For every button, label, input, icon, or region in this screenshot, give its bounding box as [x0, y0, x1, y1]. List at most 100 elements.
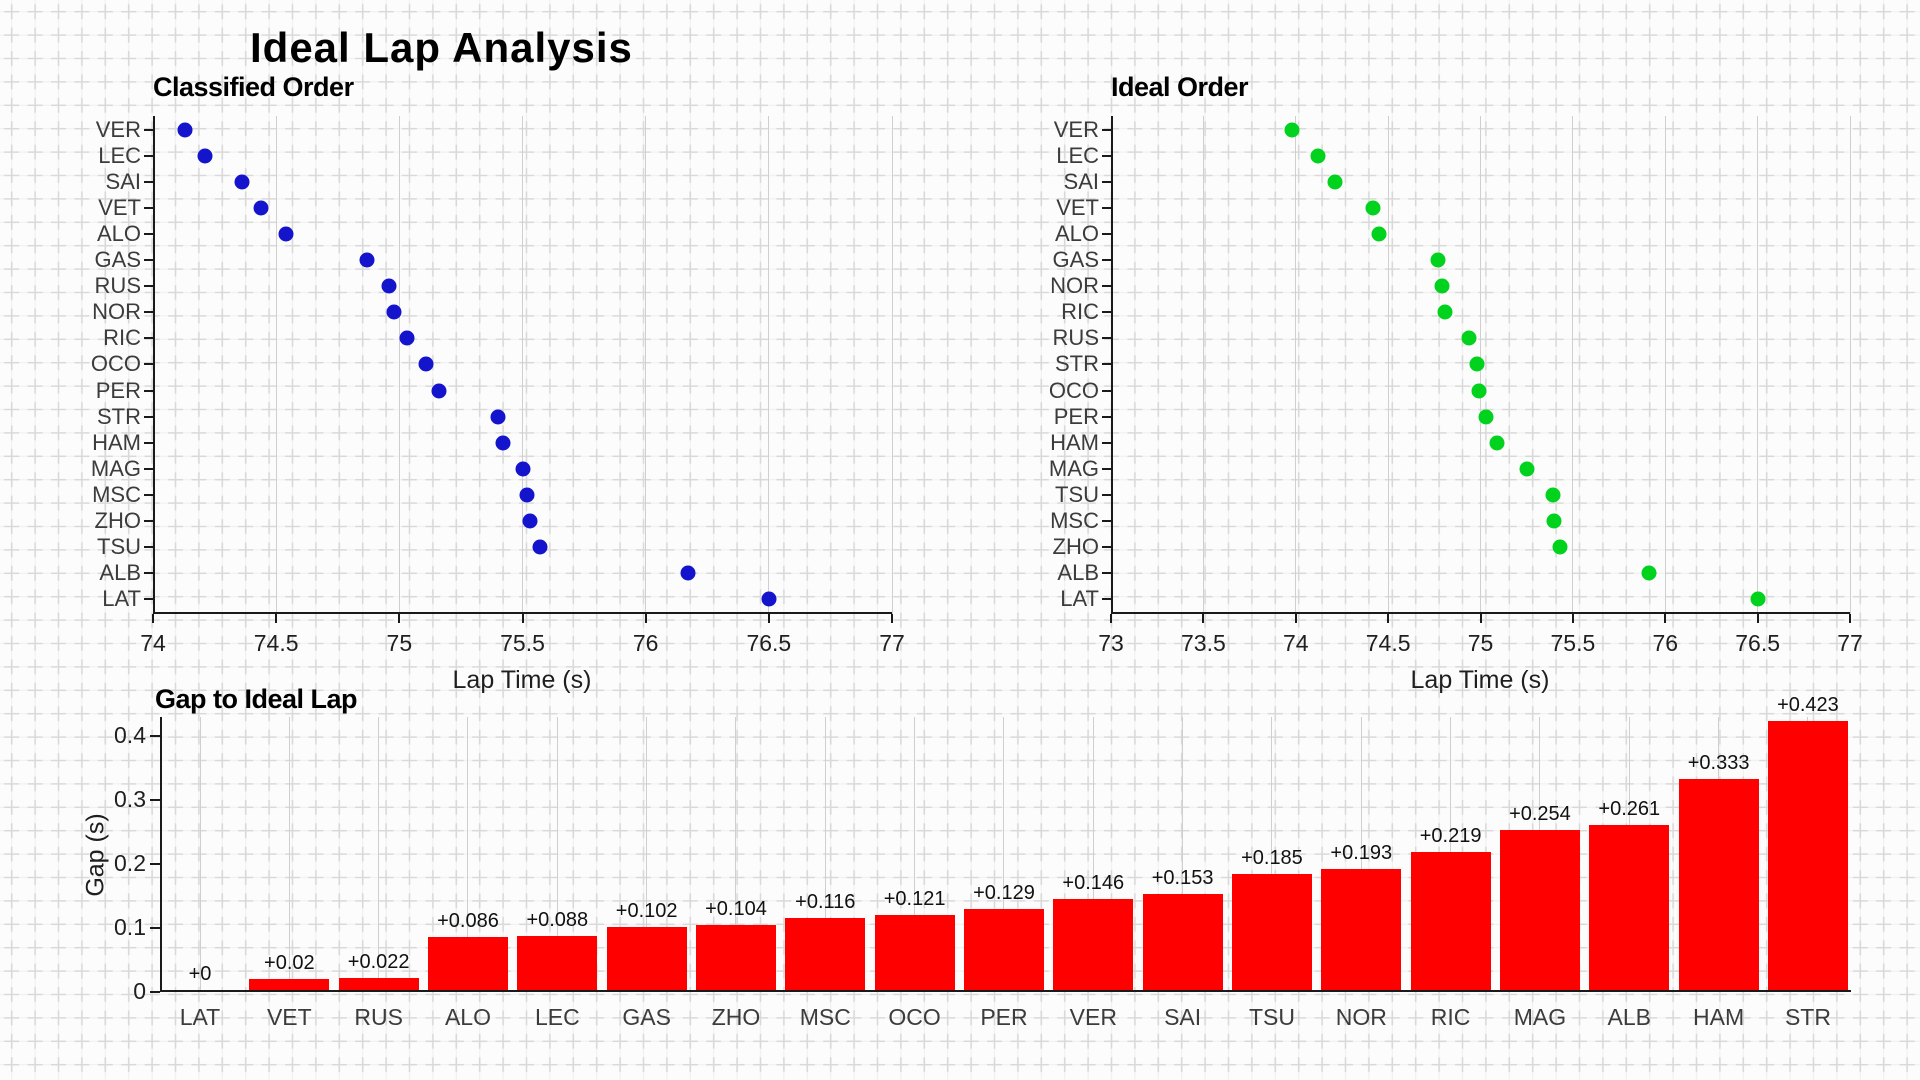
- ideal-marker-PER: [1478, 409, 1494, 425]
- classified-marker-LAT: [761, 591, 777, 607]
- gap-gridline: [288, 717, 290, 992]
- ideal-driver-label: OCO: [1048, 377, 1099, 403]
- gap-bar-value: +0.219: [1419, 825, 1482, 847]
- gap-bar-RIC: [1410, 852, 1491, 992]
- classified-marker-MAG: [515, 461, 530, 477]
- ideal-ytick-mark: [1102, 597, 1111, 600]
- ideal-xtick-mark: [1849, 614, 1851, 623]
- ideal-gridline: [1387, 116, 1389, 614]
- ideal-marker-ALO: [1371, 226, 1387, 242]
- ideal-xtick-mark: [1756, 614, 1759, 623]
- classified-marker-RIC: [399, 330, 415, 346]
- ideal-order-title: Ideal Order: [1111, 72, 1249, 102]
- gap-bar-driver-label: RIC: [1430, 1004, 1471, 1030]
- classified-marker-OCO: [418, 356, 434, 372]
- gap-bar-value: +0.104: [705, 898, 767, 920]
- classified-driver-label: TSU: [97, 533, 141, 559]
- gap-bar-driver-label: HAM: [1693, 1004, 1745, 1030]
- gap-bar-driver-label: STR: [1784, 1004, 1831, 1030]
- classified-xtick-mark: [644, 614, 647, 623]
- ideal-ytick-mark: [1102, 493, 1111, 496]
- gap-bar-RUS: [338, 978, 419, 992]
- classified-driver-label: OCO: [90, 351, 141, 377]
- classified-ytick-mark: [144, 285, 153, 288]
- ideal-driver-label: VET: [1056, 195, 1099, 221]
- gap-bar-value: +0.254: [1509, 803, 1571, 825]
- classified-gridline: [891, 116, 893, 614]
- ideal-xtick-label: 73.5: [1180, 630, 1226, 656]
- ideal-xtick-label: 74: [1282, 630, 1309, 656]
- gap-bar-value: +0.185: [1241, 847, 1303, 869]
- classified-marker-GAS: [359, 252, 375, 268]
- ideal-driver-label: NOR: [1050, 273, 1099, 299]
- classified-ytick-mark: [144, 467, 153, 470]
- classified-driver-label: LAT: [102, 585, 141, 611]
- ideal-marker-HAM: [1489, 435, 1505, 451]
- ideal-gridline: [1664, 116, 1666, 614]
- ideal-gridline: [1295, 116, 1297, 614]
- classified-driver-label: VET: [98, 195, 141, 221]
- ideal-marker-LEC: [1310, 148, 1326, 164]
- ideal-marker-TSU: [1545, 487, 1561, 503]
- ideal-ytick-mark: [1102, 207, 1111, 210]
- gap-bar-driver-label: TSU: [1248, 1004, 1295, 1030]
- ideal-ytick-mark: [1102, 129, 1111, 131]
- ideal-xtick-mark: [1110, 614, 1112, 623]
- gap-gridline: [1092, 717, 1094, 992]
- classified-marker-SAI: [234, 174, 250, 190]
- gap-bar-MAG: [1499, 830, 1580, 992]
- classified-marker-VET: [253, 200, 269, 216]
- classified-marker-VER: [177, 122, 193, 138]
- gap-bar-driver-label: NOR: [1335, 1004, 1387, 1030]
- gap-bar-driver-label: OCO: [888, 1004, 941, 1030]
- gap-bar-value: +0.129: [973, 882, 1035, 904]
- gap-gridline: [1271, 717, 1273, 992]
- ideal-ytick-mark: [1102, 233, 1111, 236]
- classified-driver-label: ALB: [99, 559, 141, 585]
- gap-bar-driver-label: ALO: [444, 1004, 491, 1030]
- ideal-marker-RUS: [1461, 330, 1477, 346]
- ideal-driver-label: ZHO: [1052, 533, 1099, 559]
- gap-bar-STR: [1767, 721, 1848, 992]
- classified-xtick-label: 75: [386, 630, 413, 656]
- gap-left-spine: [160, 717, 162, 992]
- ideal-xtick-label: 73: [1098, 630, 1124, 656]
- ideal-left-spine: [1111, 116, 1113, 614]
- ideal-driver-label: SAI: [1063, 169, 1099, 195]
- classified-marker-RUS: [381, 278, 397, 294]
- gap-bar-value: +0.146: [1062, 872, 1125, 894]
- classified-ytick-mark: [144, 311, 153, 314]
- ideal-marker-VER: [1284, 122, 1300, 138]
- classified-marker-HAM: [495, 435, 511, 451]
- ideal-gridline: [1757, 116, 1759, 614]
- classified-ytick-mark: [144, 389, 153, 392]
- gap-bar-LEC: [517, 936, 598, 992]
- ideal-bottom-spine: [1111, 612, 1850, 614]
- ideal-ytick-mark: [1102, 545, 1111, 548]
- classified-driver-label: SAI: [105, 169, 141, 195]
- gap-bar-ALO: [427, 937, 508, 992]
- gap-gridline: [824, 717, 826, 992]
- gap-ytick-label: 0: [133, 978, 146, 1004]
- ideal-marker-STR: [1469, 356, 1485, 372]
- ideal-driver-label: MAG: [1048, 455, 1099, 481]
- ideal-driver-label: VER: [1053, 117, 1099, 142]
- classified-xtick-label: 74: [140, 630, 166, 656]
- gap-bar-driver-label: MAG: [1513, 1004, 1567, 1030]
- ideal-gridline: [1572, 116, 1574, 614]
- ideal-driver-label: PER: [1053, 403, 1099, 429]
- classified-driver-label: ALO: [96, 221, 141, 247]
- ideal-xaxis-label: Lap Time (s): [1410, 666, 1550, 694]
- classified-ytick-mark: [144, 493, 153, 496]
- ideal-driver-label: LAT: [1060, 585, 1099, 611]
- gap-ytick-mark: [150, 927, 160, 930]
- classified-marker-ALO: [278, 226, 294, 242]
- classified-marker-MSC: [519, 487, 535, 503]
- gap-bar-NOR: [1321, 869, 1402, 992]
- ideal-xtick-mark: [1294, 614, 1297, 623]
- classified-xtick-mark: [275, 614, 278, 623]
- classified-driver-label: RIC: [103, 325, 141, 351]
- gap-bar-value: +0.022: [347, 951, 410, 973]
- ideal-xtick-label: 76.5: [1735, 630, 1780, 656]
